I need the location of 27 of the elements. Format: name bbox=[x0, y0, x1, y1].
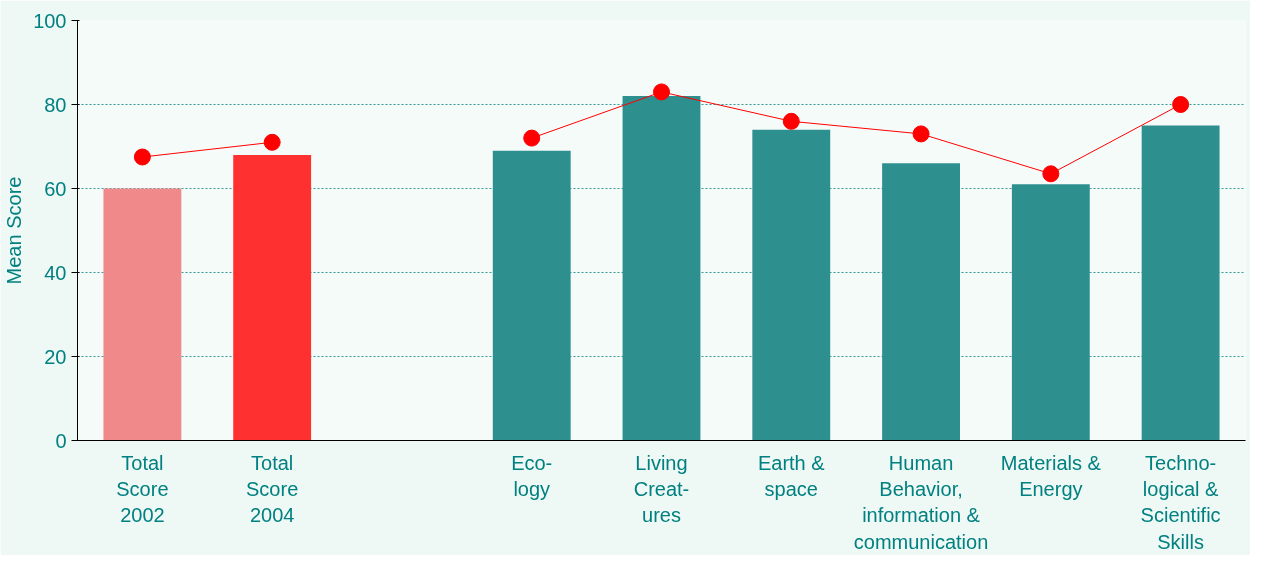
x-tick-label: Eco- logy bbox=[511, 451, 553, 500]
point bbox=[133, 148, 151, 166]
bar bbox=[233, 154, 312, 441]
bar bbox=[882, 163, 960, 441]
point bbox=[653, 83, 670, 101]
y-tick-label: 40 bbox=[44, 261, 67, 284]
y-tick-label: 60 bbox=[44, 177, 67, 200]
x-tick-label: Total Score 2004 bbox=[246, 451, 299, 527]
y-axis-title: Mean Score bbox=[3, 176, 26, 285]
x-tick-label: Living Creat- ures bbox=[633, 451, 690, 527]
x-tick-label: Human Behavior, information & communication bbox=[853, 451, 989, 553]
point bbox=[523, 129, 541, 147]
x-tick-label: Techno- logical & Scientific Skills bbox=[1140, 451, 1221, 553]
point bbox=[912, 125, 930, 143]
y-tick-label: 80 bbox=[44, 93, 67, 116]
point bbox=[1172, 96, 1190, 113]
y-tick-label: 20 bbox=[44, 345, 67, 368]
point bbox=[263, 133, 281, 151]
bar bbox=[1141, 125, 1220, 441]
point bbox=[1042, 165, 1060, 183]
y-tick-label: 0 bbox=[55, 429, 67, 452]
x-tick-label: Materials & Energy bbox=[1000, 451, 1102, 500]
bar bbox=[103, 188, 182, 441]
x-tick-label: Total Score 2002 bbox=[116, 451, 169, 527]
x-tick-label: Earth & space bbox=[757, 451, 826, 500]
y-tick-label: 100 bbox=[33, 9, 67, 32]
point bbox=[782, 112, 800, 130]
